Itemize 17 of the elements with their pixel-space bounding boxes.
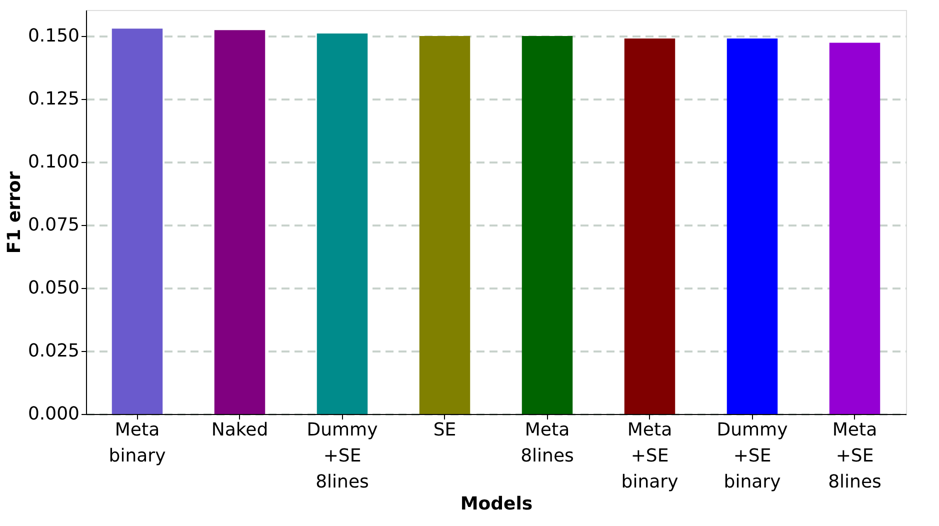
x-tick-label: Naked [211,420,268,440]
x-tick-label: Meta 8lines [520,420,574,466]
y-axis-title: F1 error [4,171,25,254]
x-tick-label: Meta +SE binary [621,420,679,492]
y-tick-label: 0.000 [28,404,80,424]
y-tick-label: 0.050 [28,277,80,298]
y-tick-label: 0.025 [28,340,80,362]
x-tick-label: Meta +SE 8lines [828,420,882,492]
x-tick-label: Dummy +SE binary [716,420,788,492]
x-tick-label: SE [433,420,456,440]
y-tick-label: 0.100 [28,151,80,172]
x-tick-label: Meta binary [108,420,166,466]
x-tick-label: Dummy +SE 8lines [306,420,378,492]
y-tick-label: 0.125 [28,88,80,110]
y-tick-label: 0.075 [28,214,80,236]
x-axis-title: Models [460,494,533,514]
y-tick-label: 0.150 [28,25,80,46]
